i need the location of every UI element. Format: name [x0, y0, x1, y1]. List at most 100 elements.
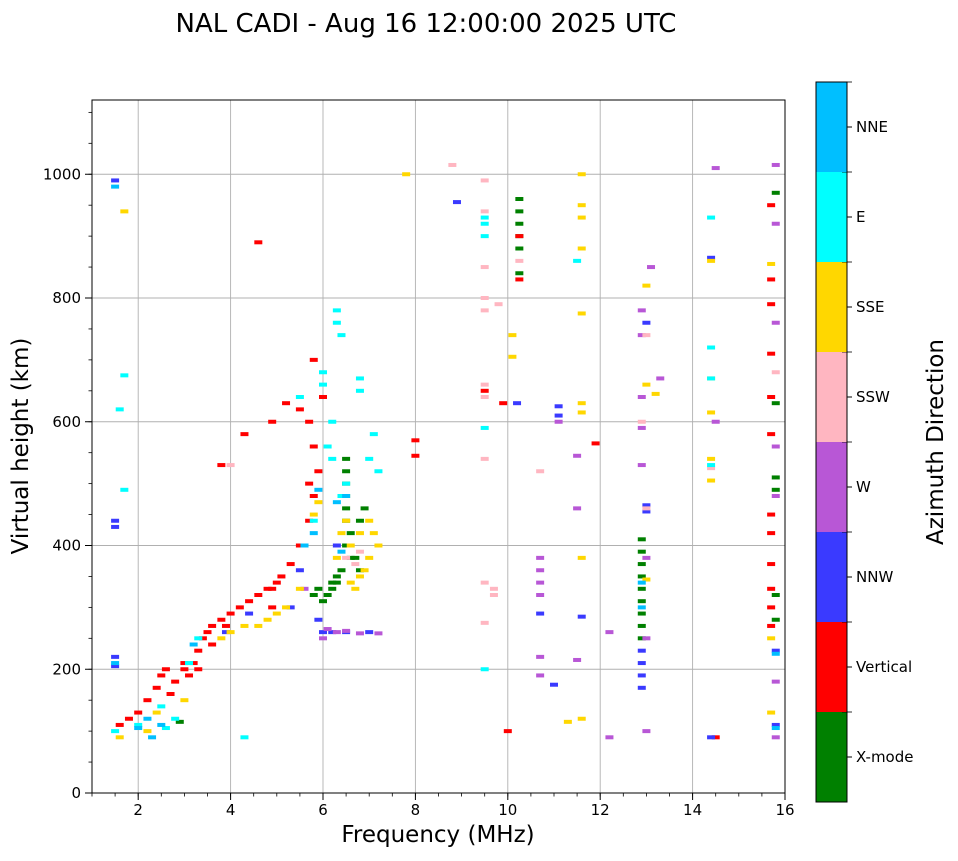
data-point [180, 661, 189, 666]
data-point [515, 209, 524, 214]
data-point [152, 710, 161, 715]
data-point [143, 716, 152, 721]
data-point [134, 710, 143, 715]
data-point [515, 277, 524, 282]
data-point [480, 234, 489, 239]
data-point [707, 463, 716, 468]
data-point [480, 209, 489, 214]
data-point [268, 419, 277, 424]
data-point [319, 630, 327, 635]
data-point [111, 654, 120, 659]
data-point [771, 475, 780, 480]
data-point [175, 719, 184, 724]
data-point [161, 667, 170, 672]
data-point [309, 593, 318, 597]
data-point [767, 562, 776, 567]
data-point [157, 704, 166, 709]
data-point [337, 531, 346, 536]
data-point [515, 246, 524, 251]
data-point [771, 401, 780, 406]
data-point [332, 574, 341, 579]
data-point [337, 568, 346, 573]
data-point [515, 258, 524, 263]
data-point [328, 630, 337, 635]
data-point [166, 692, 175, 696]
data-point [554, 404, 563, 409]
data-point [711, 166, 720, 171]
data-point [707, 410, 716, 415]
data-point [637, 586, 646, 591]
data-point [771, 735, 780, 740]
colorbar-tick-label: Vertical [856, 658, 912, 676]
data-points [111, 162, 780, 740]
data-point [771, 370, 780, 375]
data-point [351, 555, 360, 560]
data-point [536, 611, 545, 616]
data-point [536, 555, 545, 560]
data-point [515, 221, 524, 226]
data-point [573, 657, 582, 662]
x-axis-label: Frequency (MHz) [341, 822, 534, 848]
data-point [480, 395, 489, 399]
data-point [771, 593, 780, 597]
data-point [536, 673, 545, 678]
data-point [342, 456, 351, 461]
x-tick-label: 8 [411, 801, 421, 819]
data-point [577, 203, 586, 208]
data-point [707, 376, 716, 381]
data-point [111, 178, 120, 183]
data-point [508, 333, 517, 338]
data-point [198, 636, 207, 641]
data-point [637, 685, 646, 690]
data-point [767, 512, 776, 517]
data-point [365, 518, 374, 523]
data-point [767, 710, 776, 715]
data-point [515, 271, 524, 276]
data-point [577, 555, 586, 560]
data-point [337, 549, 346, 554]
data-point [346, 580, 355, 585]
data-point [642, 320, 651, 325]
data-point [771, 679, 780, 684]
data-point [245, 599, 254, 604]
y-tick-label: 400 [52, 537, 81, 555]
data-point [577, 246, 586, 251]
data-point [332, 555, 341, 560]
data-point [148, 735, 157, 740]
data-point [277, 574, 286, 579]
colorbar-tick-label: E [856, 208, 865, 226]
y-tick-label: 0 [71, 784, 81, 802]
data-point [319, 395, 327, 399]
data-point [309, 357, 318, 362]
data-point [637, 549, 646, 554]
data-point [226, 463, 235, 468]
data-point [448, 162, 457, 167]
data-point [171, 679, 180, 684]
data-point [489, 586, 498, 591]
data-point [221, 630, 230, 635]
data-point [365, 630, 374, 635]
data-point [591, 441, 600, 446]
colorbar-tick-label: X-mode [856, 748, 913, 766]
data-point [563, 719, 572, 724]
data-point [771, 617, 780, 622]
data-point [185, 661, 194, 666]
data-point [637, 308, 646, 313]
colorbar-tick-label: SSE [856, 298, 885, 316]
data-point [577, 716, 586, 721]
data-point [642, 283, 651, 288]
data-point [337, 494, 346, 498]
data-point [452, 200, 461, 205]
data-point [342, 555, 351, 560]
colorbar-frame [815, 81, 848, 803]
data-point [268, 605, 277, 610]
data-point [143, 698, 152, 703]
data-point [111, 524, 120, 529]
data-point [771, 221, 780, 226]
data-point [323, 444, 332, 449]
data-point [642, 382, 651, 387]
data-point [494, 302, 503, 307]
data-point [577, 172, 586, 177]
data-point [111, 184, 120, 189]
